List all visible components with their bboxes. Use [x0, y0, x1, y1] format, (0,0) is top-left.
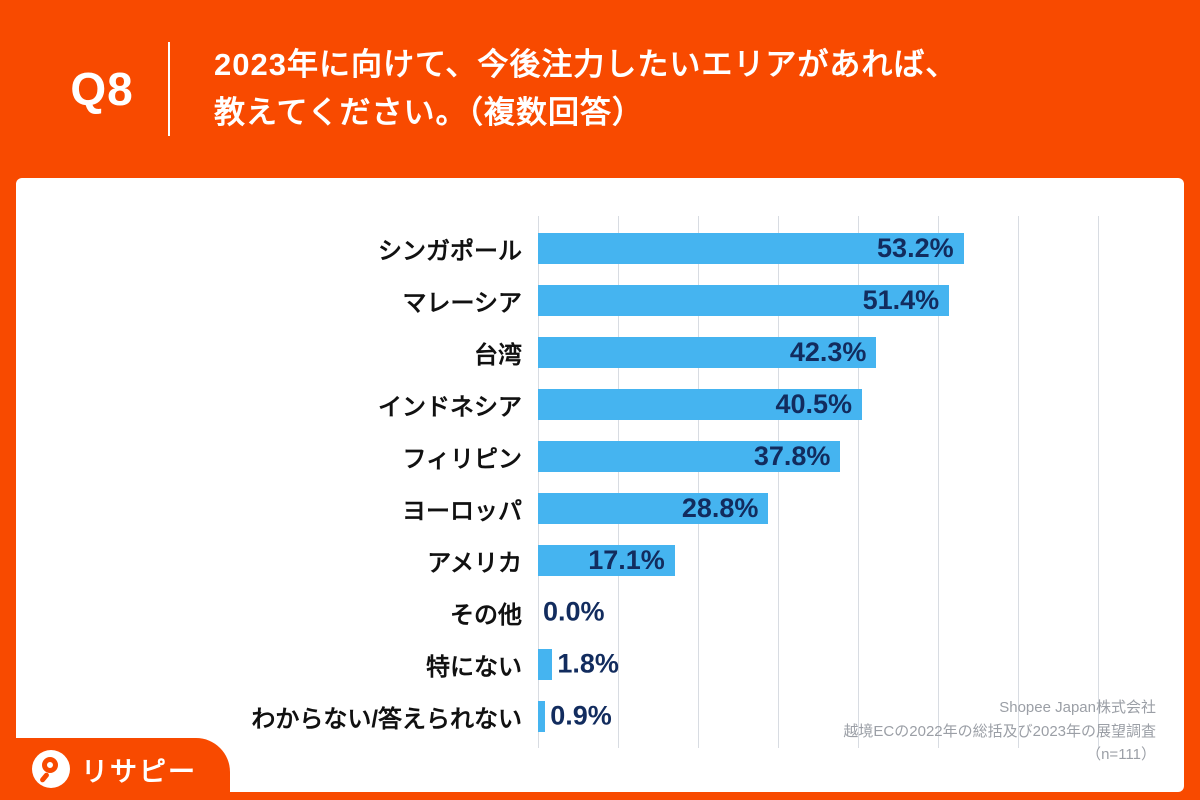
risapi-logo: リサピー [16, 738, 230, 800]
category-label: 特にない [426, 653, 522, 681]
value-label: 1.8% [557, 648, 619, 679]
category-label: 台湾 [474, 341, 522, 369]
header: Q8 2023年に向けて、今後注力したいエリアがあれば、 教えてください。（複数… [0, 0, 1200, 178]
value-label: 53.2% [877, 232, 954, 263]
bar-track: 40.5% [538, 378, 1098, 430]
question-title-line1: 2023年に向けて、今後注力したいエリアがあれば、 [214, 46, 958, 82]
bar [538, 700, 546, 732]
category-label: フィリピン [402, 445, 522, 473]
header-divider [168, 42, 170, 136]
source-sample-size: （n=111） [1086, 745, 1156, 763]
category-label: その他 [450, 601, 522, 629]
bar: 28.8% [538, 492, 769, 524]
chart-row: フィリピン 37.8% [192, 430, 1098, 482]
bar-track: 28.8% [538, 482, 1098, 534]
category-label: シンガポール [378, 237, 522, 265]
bar-track: 17.1% [538, 534, 1098, 586]
source-survey-title: 越境ECの2022年の総括及び2023年の展望調査 [843, 722, 1156, 740]
category-label: アメリカ [427, 549, 522, 577]
magnifier-ring [42, 757, 58, 773]
chart-row: その他 0.0% [192, 586, 1098, 638]
question-title: 2023年に向けて、今後注力したいエリアがあれば、 教えてください。（複数回答） [214, 41, 957, 137]
chart-row: わからない/答えられない 0.9% [192, 690, 1098, 742]
value-label: 28.8% [681, 492, 759, 523]
bar-track: 0.9% [538, 690, 1098, 742]
value-label: 17.1% [588, 544, 665, 575]
value-label: 37.8% [753, 440, 831, 471]
category-label: ヨーロッパ [402, 497, 522, 525]
bar [538, 648, 553, 680]
chart-row: シンガポール 53.2% [192, 222, 1098, 274]
value-label: 0.0% [543, 596, 605, 627]
bar-track: 42.3% [538, 326, 1098, 378]
chart-row: インドネシア 40.5% [192, 378, 1098, 430]
bar-track: 0.0% [538, 586, 1098, 638]
logo-text: リサピー [81, 756, 197, 787]
chart-row: アメリカ 17.1% [192, 534, 1098, 586]
bar-track: 51.4% [538, 274, 1098, 326]
magnifier-handle [39, 771, 50, 784]
category-label: マレーシア [402, 289, 522, 317]
bar: 40.5% [538, 388, 862, 420]
chart-card: シンガポール 53.2% マレーシア 51.4% 台湾 42.3% インドネシア 40.5% フ… [16, 178, 1184, 792]
value-label: 51.4% [862, 284, 940, 315]
chart-rows: シンガポール 53.2% マレーシア 51.4% 台湾 42.3% インドネシア 40.5% フ… [192, 222, 1098, 742]
bar-chart: シンガポール 53.2% マレーシア 51.4% 台湾 42.3% インドネシア 40.5% フ… [192, 216, 1099, 748]
bar: 37.8% [538, 440, 841, 472]
source-note: Shopee Japan株式会社 越境ECの2022年の総括及び2023年の展望… [843, 696, 1156, 766]
magnifier-icon [32, 750, 70, 788]
category-label: わからない/答えられない [251, 705, 522, 733]
gridline [1098, 216, 1099, 748]
bar: 42.3% [538, 336, 877, 368]
bar: 53.2% [538, 232, 964, 264]
bar-track: 1.8% [538, 638, 1098, 690]
value-label: 0.9% [550, 700, 612, 731]
chart-row: ヨーロッパ 28.8% [192, 482, 1098, 534]
chart-row: 特にない 1.8% [192, 638, 1098, 690]
bar: 17.1% [538, 544, 675, 576]
value-label: 40.5% [775, 388, 852, 419]
value-label: 42.3% [789, 336, 867, 367]
question-title-line2: 教えてください。（複数回答） [214, 95, 645, 130]
bar: 51.4% [538, 284, 950, 316]
source-company: Shopee Japan株式会社 [999, 699, 1156, 717]
chart-row: マレーシア 51.4% [192, 274, 1098, 326]
question-number: Q8 [70, 63, 134, 115]
bar-track: 53.2% [538, 222, 1098, 274]
chart-row: 台湾 42.3% [192, 326, 1098, 378]
bar-track: 37.8% [538, 430, 1098, 482]
category-label: インドネシア [378, 393, 522, 421]
